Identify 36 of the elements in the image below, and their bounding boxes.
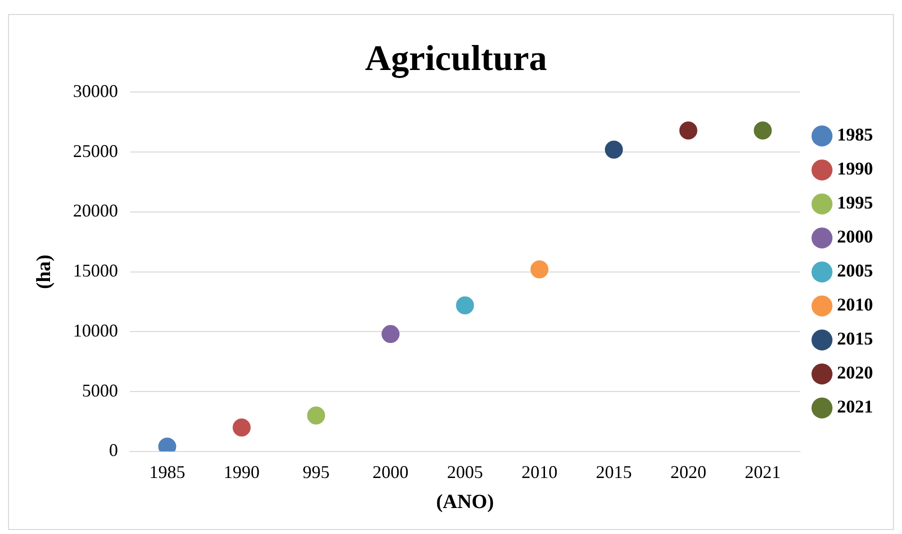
y-tick-label: 20000 xyxy=(73,200,118,221)
x-tick-label: 1990 xyxy=(224,462,260,482)
legend-label: 2000 xyxy=(837,226,873,247)
legend-label: 2015 xyxy=(837,328,873,349)
x-tick-label: 2021 xyxy=(744,462,781,482)
legend-label: 2021 xyxy=(837,396,873,417)
y-tick-label: 30000 xyxy=(73,80,118,101)
y-tick-label: 25000 xyxy=(73,140,118,161)
x-tick-label: 2020 xyxy=(670,462,706,482)
legend-label: 2005 xyxy=(837,260,873,281)
y-tick-label: 10000 xyxy=(73,320,118,340)
legend-label: 2010 xyxy=(837,294,873,315)
y-tick-label: 5000 xyxy=(82,380,118,400)
x-tick-label: 2000 xyxy=(372,462,409,482)
x-tick-label: 995 xyxy=(302,462,330,482)
point xyxy=(604,140,623,159)
point xyxy=(382,325,400,344)
legend-label: 2020 xyxy=(837,362,873,383)
point xyxy=(530,260,548,278)
x-tick-label: 2005 xyxy=(447,462,483,482)
point xyxy=(307,406,326,424)
x-tick-label: 1985 xyxy=(149,462,186,482)
point xyxy=(456,296,474,314)
y-tick-label: 0 xyxy=(109,440,118,460)
y-tick-label: 15000 xyxy=(73,260,118,281)
x-tick-label: 2015 xyxy=(596,462,632,482)
point xyxy=(754,122,772,140)
y-axis-title: (ha) xyxy=(33,254,56,290)
point xyxy=(679,122,698,140)
legend-label: 1985 xyxy=(837,124,873,145)
x-tick-label: 2010 xyxy=(521,462,558,482)
x-axis-title: (ANO) xyxy=(436,491,494,514)
point xyxy=(232,418,251,436)
legend-label: 1995 xyxy=(837,192,873,213)
legend-label: 1990 xyxy=(837,158,873,179)
chart-title: Agricultura xyxy=(365,38,547,78)
